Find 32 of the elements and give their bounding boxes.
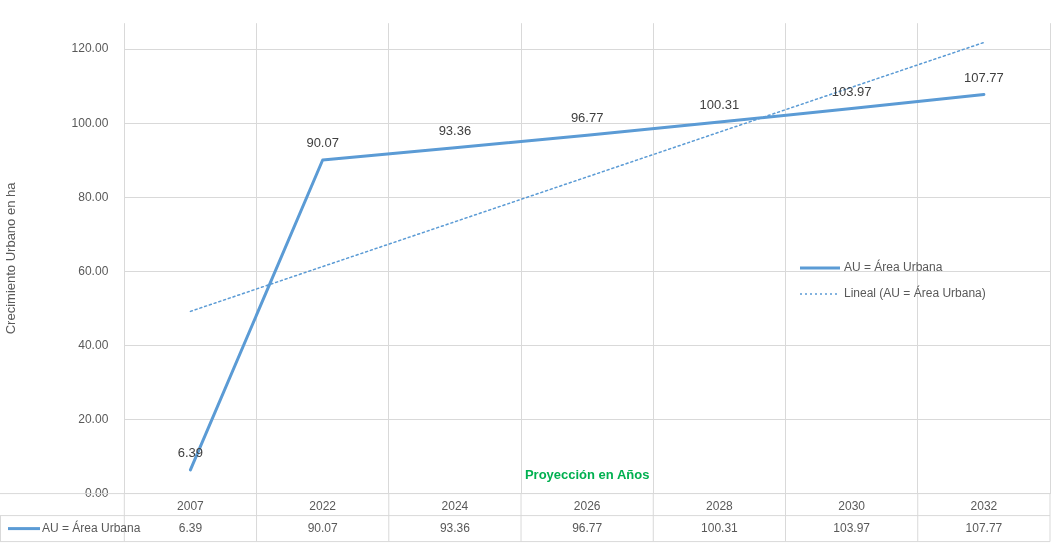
annotation: Proyección en Años [524,466,650,482]
text: 103.97 [831,83,872,99]
x-tick-label: 2032 [970,499,998,514]
y-tick-label: 80.00 [78,189,109,204]
y-tick-label: 60.00 [78,263,109,278]
text: 107.77 [964,69,1004,85]
text: 90.07 [306,135,339,151]
text: AU = Área Urbana [42,520,141,535]
y-tick-label: 20.00 [78,411,109,426]
text: 93.36 [438,122,472,138]
x-tick-label: 2030 [838,499,866,514]
data-label: 6.39 [178,520,203,535]
data-label: 103.97 [833,520,871,535]
x-tick-label: 2026 [573,499,601,514]
y-tick-label: 100.00 [71,115,109,130]
x-tick-label: 2022 [309,499,337,514]
y-tick-label: 40.00 [78,337,109,352]
text: 96.77 [570,110,604,126]
data-label: 107.77 [965,520,1003,535]
x-tick-label: 2007 [177,499,205,514]
y-tick-label: 120.00 [71,41,109,56]
y-axis-title: Crecimiento Urbano en ha [3,181,19,335]
x-tick-label: 2024 [441,499,469,514]
text: 100.31 [699,97,740,113]
y-tick-label: 0.00 [84,485,109,500]
legend-label: AU = Área Urbana [844,259,943,275]
data-label: 96.77 [572,520,603,535]
x-tick-label: 2028 [706,499,734,514]
data-label: 93.36 [439,520,471,535]
legend-label: Lineal (AU = Área Urbana) [844,285,986,301]
data-label: 90.07 [307,520,339,535]
data-label: 100.31 [701,520,739,535]
